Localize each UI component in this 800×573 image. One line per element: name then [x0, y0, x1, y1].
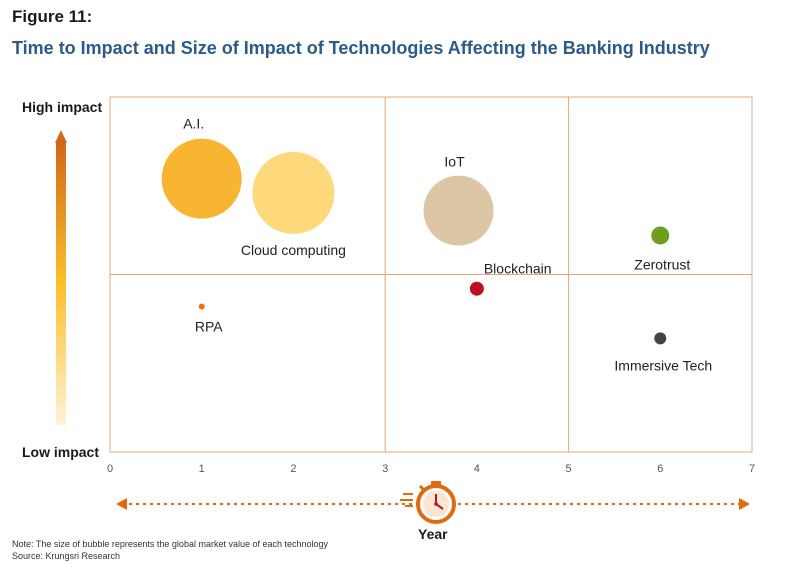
- bubble-point: [651, 226, 670, 245]
- y-high-label: High impact: [22, 99, 103, 115]
- x-tick-label: 2: [290, 463, 296, 475]
- bubble-label: IoT: [444, 154, 465, 170]
- bubble-label: A.I.: [183, 116, 204, 132]
- bubble-point: [252, 151, 335, 234]
- bubble-label: Cloud computing: [241, 242, 346, 258]
- bubble-point: [469, 281, 484, 296]
- x-tick-label: 1: [199, 463, 205, 475]
- bubble-point: [423, 175, 494, 246]
- impact-gradient-arrow: [55, 130, 67, 425]
- bubble-point: [161, 138, 242, 219]
- x-axis-ticks: 0 1 2 3 4 5 6 7: [107, 463, 755, 475]
- bubble-label: Zerotrust: [634, 256, 690, 272]
- x-axis-label: Year: [418, 526, 448, 542]
- bubble-label: RPA: [195, 318, 223, 334]
- chart-note: Note: The size of bubble represents the …: [12, 539, 329, 549]
- figure-label: Figure 11:: [12, 7, 93, 26]
- bubble-label: Immersive Tech: [614, 357, 712, 373]
- bubble-point: [198, 303, 205, 310]
- chart-source: Source: Krungsri Research: [12, 551, 121, 561]
- bubble-point: [654, 332, 667, 345]
- x-tick-label: 0: [107, 463, 113, 475]
- y-low-label: Low impact: [22, 444, 100, 460]
- gridlines: [110, 97, 752, 452]
- x-tick-label: 4: [474, 463, 480, 475]
- bubble-label: Blockchain: [484, 261, 552, 277]
- x-tick-label: 7: [749, 463, 755, 475]
- x-tick-label: 6: [657, 463, 663, 475]
- x-tick-label: 5: [566, 463, 572, 475]
- stopwatch-icon: [400, 481, 456, 524]
- x-tick-label: 3: [382, 463, 388, 475]
- bubbles: A.I. Cloud computing IoT Blockchain Zerotrus…: [161, 116, 712, 373]
- chart-title: Time to Impact and Size of Impact of Tec…: [12, 38, 710, 58]
